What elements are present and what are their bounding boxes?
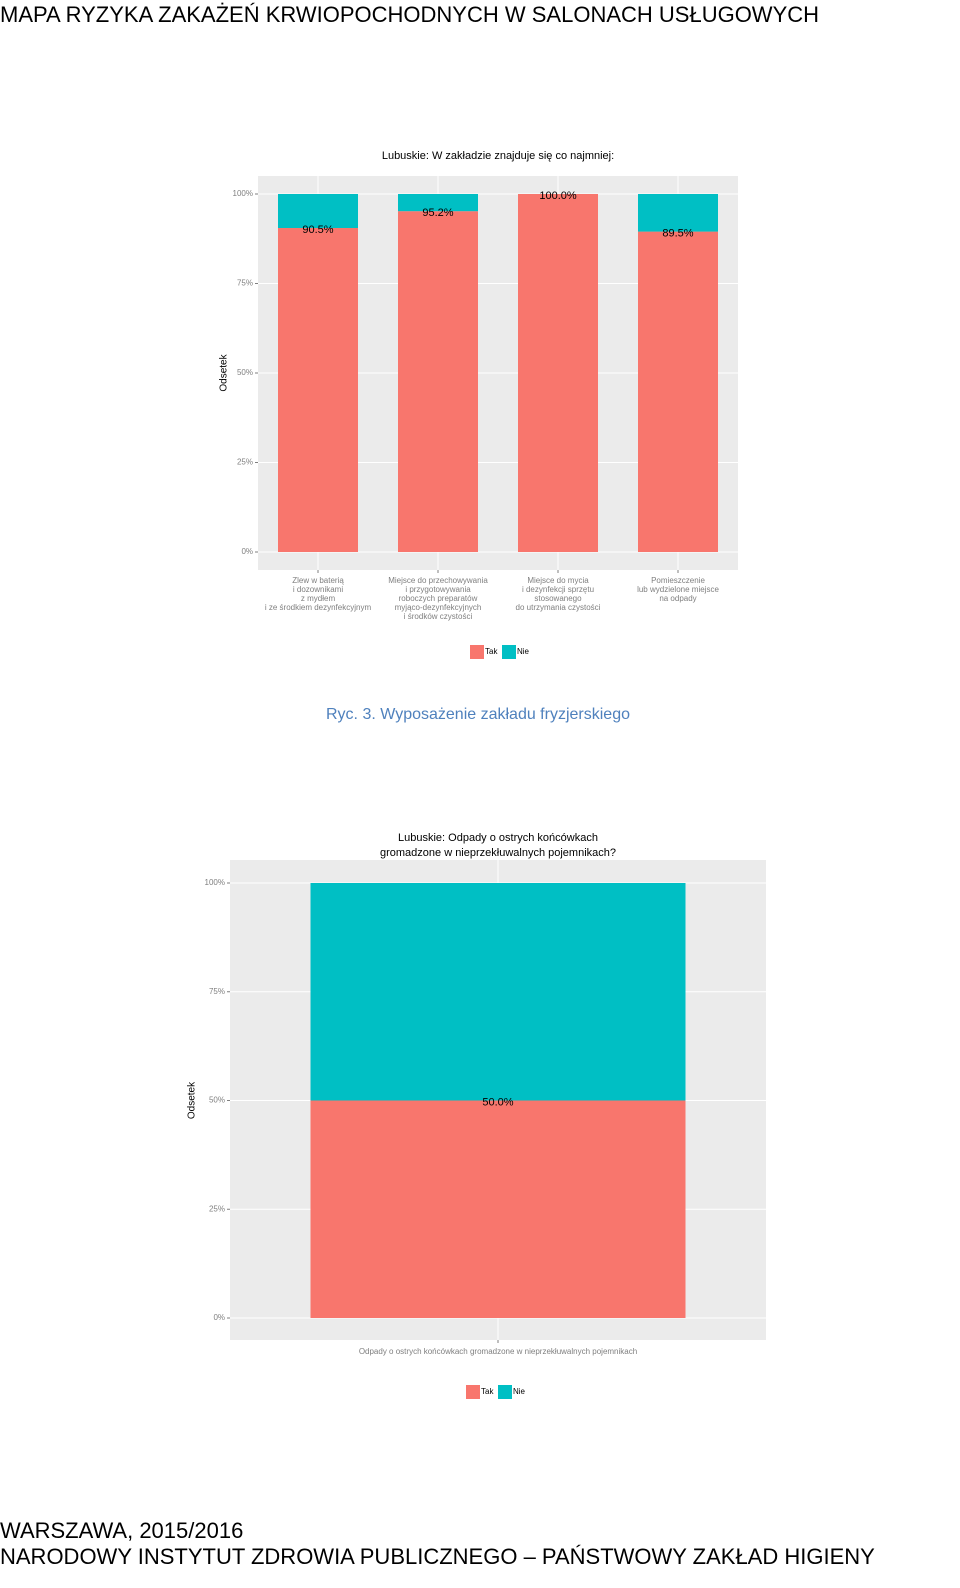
bar-segment xyxy=(518,194,598,552)
value-label: 95.2% xyxy=(422,207,453,219)
y-tick-label: 75% xyxy=(237,279,253,288)
bar-segment xyxy=(310,883,686,1101)
bar-segment xyxy=(638,194,718,232)
x-tick-label: i ze środkiem dezynfekcyjnym xyxy=(265,603,372,612)
bar-segment xyxy=(398,194,478,212)
x-tick-label: myjąco-dezynfekcyjnych xyxy=(395,603,482,612)
y-tick-label: 25% xyxy=(237,458,253,467)
footer-institute: NARODOWY INSTYTUT ZDROWIA PUBLICZNEGO – … xyxy=(0,1544,875,1569)
bar-segment xyxy=(310,1100,686,1318)
legend-label: Tak xyxy=(485,647,498,656)
y-tick-label: 100% xyxy=(233,189,253,198)
y-axis-label: Odsetek xyxy=(187,1081,198,1119)
x-tick-label: z mydłem xyxy=(301,594,336,603)
legend-label: Nie xyxy=(517,647,530,656)
x-tick-label: i dezynfekcji sprzętu xyxy=(522,585,594,594)
bar-segment xyxy=(278,228,358,552)
y-tick-label: 50% xyxy=(237,368,253,377)
bar-segment xyxy=(638,231,718,552)
x-tick-label: roboczych preparatów xyxy=(399,594,478,603)
bar-segment xyxy=(398,211,478,552)
x-tick-label: Odpady o ostrych końcówkach gromadzone w… xyxy=(359,1347,637,1356)
x-tick-label: i środków czystości xyxy=(404,612,473,621)
legend-label: Nie xyxy=(513,1387,526,1396)
chart-title: Lubuskie: W zakładzie znajduje się co na… xyxy=(382,150,614,162)
y-tick-label: 0% xyxy=(241,547,253,556)
x-tick-label: Pomieszczenie xyxy=(651,576,705,585)
footer-city: WARSZAWA, 2015/2016 xyxy=(0,1518,243,1543)
x-tick-label: Miejsce do przechowywania xyxy=(388,576,488,585)
value-label: 100.0% xyxy=(539,190,577,202)
x-tick-label: lub wydzielone miejsce xyxy=(637,585,719,594)
legend-label: Tak xyxy=(481,1387,494,1396)
value-label: 89.5% xyxy=(662,227,693,239)
y-tick-label: 100% xyxy=(205,878,225,887)
figure-caption: Ryc. 3. Wyposażenie zakładu fryzjerskieg… xyxy=(326,706,630,723)
legend-swatch xyxy=(470,645,484,659)
bar-segment xyxy=(278,194,358,229)
legend-swatch xyxy=(498,1385,512,1399)
y-axis-label: Odsetek xyxy=(219,353,230,391)
x-tick-label: do utrzymania czystości xyxy=(516,603,601,612)
page-title: MAPA RYZYKA ZAKAŻEŃ KRWIOPOCHODNYCH W SA… xyxy=(0,2,819,27)
chart-title: Lubuskie: Odpady o ostrych końcówkach xyxy=(398,832,598,844)
x-tick-label: Miejsce do mycia xyxy=(527,576,589,585)
y-tick-label: 0% xyxy=(213,1313,225,1322)
value-label: 90.5% xyxy=(302,224,333,236)
x-tick-label: na odpady xyxy=(659,594,696,603)
x-tick-label: i przygotowywania xyxy=(405,585,471,594)
y-tick-label: 25% xyxy=(209,1204,225,1213)
legend-swatch xyxy=(466,1385,480,1399)
x-tick-label: stosowanego xyxy=(534,594,582,603)
chart-title: gromadzone w nieprzekłuwalnych pojemnika… xyxy=(380,847,616,859)
y-tick-label: 50% xyxy=(209,1096,225,1105)
legend-swatch xyxy=(502,645,516,659)
x-tick-label: Zlew w baterią xyxy=(292,576,344,585)
x-tick-label: i dozownikami xyxy=(293,585,343,594)
value-label: 50.0% xyxy=(482,1096,513,1108)
y-tick-label: 75% xyxy=(209,987,225,996)
